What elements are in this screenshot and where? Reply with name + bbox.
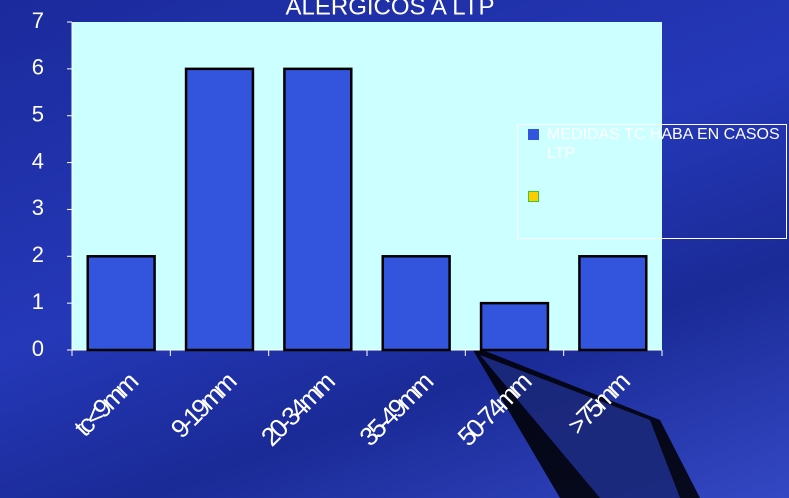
decoration [480,355,680,498]
plot-area [72,22,662,350]
y-tick-label: 7 [32,8,44,33]
y-tick-label: 0 [32,336,44,361]
y-tick-label: 2 [32,242,44,267]
y-tick-label: 4 [32,148,44,173]
x-tick-label: 35-49mm [353,367,438,452]
bar [479,301,550,352]
x-tick-label: 20-34mm [255,367,340,452]
bar [578,255,648,352]
chart-title: ALERGICOS A LTP [286,0,495,20]
bar [184,67,255,352]
x-tick-label: tc<9mm [68,367,143,442]
legend-swatch [528,129,539,140]
y-tick-label: 6 [32,55,44,80]
x-tick-label: 9-19mm [165,367,242,444]
legend-label: MEDIDAS TC HABA EN CASOS LTP [547,126,780,162]
bar [283,67,353,352]
y-tick-label: 1 [32,289,44,314]
bar [86,255,156,352]
y-tick-label: 3 [32,195,44,220]
y-tick-label: 5 [32,102,44,127]
legend-swatch [528,191,539,202]
bar [381,255,451,352]
legend: MEDIDAS TC HABA EN CASOS LTP [517,124,787,239]
